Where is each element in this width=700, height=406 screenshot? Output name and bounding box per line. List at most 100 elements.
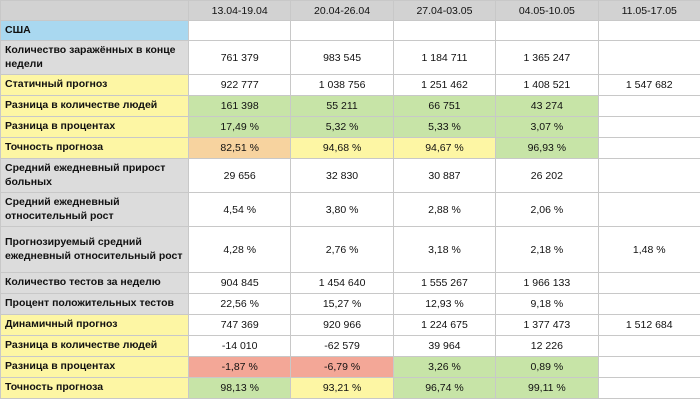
row-label: США (0, 20, 189, 41)
table-cell (597, 293, 700, 315)
table-cell: 922 777 (187, 74, 292, 96)
row-label: Разница в количестве людей (0, 335, 189, 357)
table-cell (495, 20, 599, 41)
table-row: Количество тестов за неделю 904 845 1 454 … (0, 272, 700, 294)
table-cell (290, 20, 394, 41)
table-cell: 1 365 247 (495, 40, 599, 75)
row-label: Количество заражённых в конце недели (0, 40, 189, 75)
row-label: Разница в процентах (0, 116, 189, 138)
table-cell: 3,07 % (495, 116, 599, 138)
table-cell: 32 830 (290, 158, 394, 193)
table-cell: 1 547 682 (597, 74, 700, 96)
table-cell: 96,93 % (495, 137, 599, 159)
table-cell: 920 966 (290, 314, 394, 336)
table-row: Средний ежедневный относительный рост 4,5… (0, 192, 700, 227)
table-cell: 1 038 756 (290, 74, 394, 96)
table-cell: 904 845 (187, 272, 292, 294)
table-cell (597, 192, 700, 227)
table-cell: 3,18 % (392, 226, 497, 273)
row-label: Динамичный прогноз (0, 314, 189, 336)
table-cell: 161 398 (187, 95, 292, 117)
table-cell: 5,32 % (290, 116, 394, 138)
table-cell: 0,89 % (495, 356, 599, 378)
table-cell: 4,54 % (187, 192, 292, 227)
table-cell: -62 579 (290, 335, 394, 357)
row-label: Разница в процентах (0, 356, 189, 378)
table-cell: 30 887 (392, 158, 497, 193)
table-row: Разница в количестве людей -14 010 -62 579… (0, 335, 700, 357)
table-row: Динамичный прогноз 747 369 920 966 1 224 67… (0, 314, 700, 336)
table-cell: 1 251 462 (392, 74, 497, 96)
table-cell: 1,48 % (597, 226, 700, 273)
table-row: Статичный прогноз 922 777 1 038 756 1 251 4… (0, 74, 700, 96)
table-row: Разница в процентах -1,87 % -6,79 % 3,26 % 0… (0, 356, 700, 378)
row-label: Точность прогноза (0, 377, 189, 399)
row-label: Статичный прогноз (0, 74, 189, 96)
table-row: США (0, 20, 700, 41)
table-cell: 2,88 % (392, 192, 497, 227)
table-cell: 43 274 (495, 95, 599, 117)
table-cell (597, 137, 700, 159)
table-cell: 17,49 % (187, 116, 292, 138)
table-cell: 94,67 % (392, 137, 497, 159)
header-corner-cell (0, 0, 189, 21)
table-cell (597, 158, 700, 193)
table-cell: 1 966 133 (495, 272, 599, 294)
table-cell: 82,51 % (187, 137, 292, 159)
table-cell: 5,33 % (392, 116, 497, 138)
table-row: Точность прогноза 98,13 % 93,21 % 96,74 % 99… (0, 377, 700, 399)
table-cell: 2,06 % (495, 192, 599, 227)
table-cell: 1 377 473 (495, 314, 599, 336)
table-cell: 2,18 % (495, 226, 599, 273)
table-cell: 29 656 (187, 158, 292, 193)
table-cell: 3,26 % (392, 356, 497, 378)
table-row: Средний ежедневный прирост больных 29 656… (0, 158, 700, 193)
table-row: Количество заражённых в конце недели 761 … (0, 40, 700, 75)
table-cell: 9,18 % (495, 293, 599, 315)
table-row: Точность прогноза 82,51 % 94,68 % 94,67 % 96… (0, 137, 700, 159)
row-label: Средний ежедневный относительный рост (0, 192, 189, 227)
table-cell: 1 224 675 (392, 314, 497, 336)
row-label: Разница в количестве людей (0, 95, 189, 117)
table-cell: 94,68 % (290, 137, 394, 159)
header-week-1: 13.04-19.04 (187, 0, 292, 21)
row-label: Точность прогноза (0, 137, 189, 159)
table-cell (597, 356, 700, 378)
table-cell: -1,87 % (187, 356, 292, 378)
table-cell: 98,13 % (187, 377, 292, 399)
table-cell: 22,56 % (187, 293, 292, 315)
table-cell: 66 751 (392, 95, 497, 117)
row-label: Прогнозируемый средний ежедневный относи… (0, 226, 189, 273)
header-week-2: 20.04-26.04 (290, 0, 394, 21)
table-cell: 99,11 % (495, 377, 599, 399)
table-cell: 55 211 (290, 95, 394, 117)
header-row: 13.04-19.04 20.04-26.04 27.04-03.05 04.0… (0, 0, 700, 21)
table-cell: -14 010 (187, 335, 292, 357)
table-cell: 761 379 (187, 40, 292, 75)
table-cell: 1 555 267 (392, 272, 497, 294)
table-cell (597, 272, 700, 294)
table-cell: 15,27 % (290, 293, 394, 315)
header-week-4: 04.05-10.05 (495, 0, 599, 21)
table-cell: 1 454 640 (290, 272, 394, 294)
table-cell: 12,93 % (392, 293, 497, 315)
table-cell (597, 335, 700, 357)
table-cell (597, 40, 700, 75)
table-cell: -6,79 % (290, 356, 394, 378)
table-cell: 4,28 % (187, 226, 292, 273)
table-cell: 26 202 (495, 158, 599, 193)
table-cell: 93,21 % (290, 377, 394, 399)
table-cell: 1 184 711 (392, 40, 497, 75)
row-label: Процент положительных тестов (0, 293, 189, 315)
table-cell (597, 377, 700, 399)
table-cell: 3,80 % (290, 192, 394, 227)
table-cell: 1 512 684 (597, 314, 700, 336)
header-week-5: 11.05-17.05 (597, 0, 700, 21)
table-cell (392, 20, 497, 41)
row-label: Средний ежедневный прирост больных (0, 158, 189, 193)
table-cell (187, 20, 292, 41)
table-cell: 39 964 (392, 335, 497, 357)
table-cell (597, 116, 700, 138)
table-cell: 12 226 (495, 335, 599, 357)
table-cell: 983 545 (290, 40, 394, 75)
